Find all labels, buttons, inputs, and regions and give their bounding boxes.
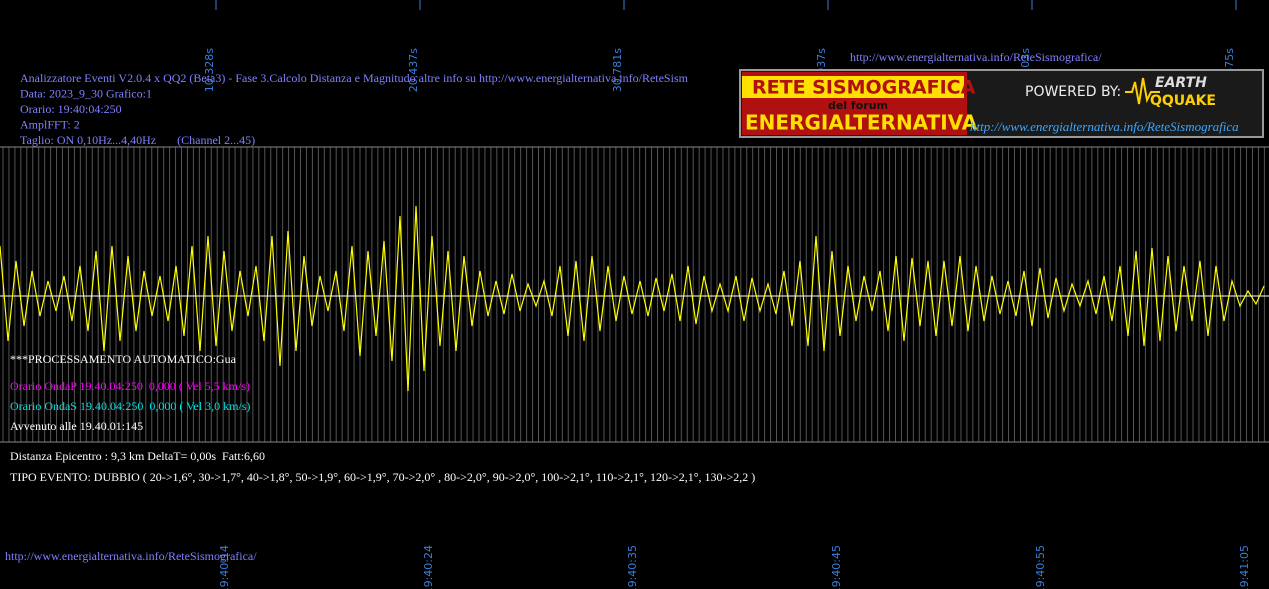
logo-line2: del forum (828, 99, 888, 112)
logo-line1: RETE SISMOGRAFICA (752, 77, 976, 99)
logo-brand2: QQUAKE (1150, 93, 1216, 109)
top-tick-label: 10,328s (203, 48, 216, 92)
logo-line3: ENERGIALTERNATIVA (745, 111, 978, 135)
event-type: TIPO EVENTO: DUBBIO ( 20->1,6°, 30->1,7°… (10, 470, 755, 484)
logo-brand1: EARTH (1155, 75, 1207, 91)
info-line: AmplFFT: 2 (20, 117, 80, 131)
bottom-tick-label: 19:40:24 (422, 545, 435, 589)
waveform (0, 205, 1265, 392)
processing-status: ***PROCESSAMENTO AUTOMATICO:Gua (10, 352, 237, 366)
waveform-group (0, 205, 1265, 392)
info-line: Taglio: ON 0,10Hz...4,40Hz (Channel 2...… (20, 133, 255, 147)
onda-s: Orario OndaS 19.40.04:250 0,000 ( Vel 3,… (10, 399, 250, 413)
logo-url: http://www.energialternativa.info/ReteSi… (970, 119, 1239, 134)
ticks: 10,328s20,437s30,781s40,937s51,203s61,37… (203, 0, 1251, 589)
logo: RETE SISMOGRAFICA del forum ENERGIALTERN… (739, 69, 1264, 138)
info-line: Orario: 19:40:04:250 (20, 102, 122, 116)
onda-p: Orario OndaP 19.40.04:250 0,000 ( Vel 5,… (10, 379, 250, 393)
distance: Distanza Epicentro : 9,3 km DeltaT= 0,00… (10, 449, 265, 463)
bottom-tick-label: 19:40:35 (626, 545, 639, 589)
footer-url: http://www.energialternativa.info/ReteSi… (5, 549, 257, 563)
grid (2, 147, 1265, 442)
bottom-tick-label: 19:40:14 (218, 545, 231, 589)
bottom-tick-label: 19:40:45 (830, 545, 843, 589)
header-url: http://www.energialternativa.info/ReteSi… (850, 50, 1102, 64)
bottom-tick-label: 19:40:55 (1034, 545, 1047, 589)
logo-wave (1125, 77, 1160, 105)
info-line: Analizzatore Eventi V2.0.4 x QQ2 (Beta3)… (20, 71, 689, 85)
event-time: Avvenuto alle 19.40.01:145 (10, 419, 143, 433)
info-lines: Analizzatore Eventi V2.0.4 x QQ2 (Beta3)… (20, 71, 689, 147)
top-tick-label: 20,437s (407, 48, 420, 92)
logo-powered: POWERED BY: (1025, 84, 1121, 100)
top-tick-label: 30,781s (611, 48, 624, 92)
info-line: Data: 2023_9_30 Grafico:1 (20, 86, 152, 100)
logo-yellow (742, 76, 964, 98)
bottom-tick-label: 19:41:05 (1238, 545, 1251, 589)
